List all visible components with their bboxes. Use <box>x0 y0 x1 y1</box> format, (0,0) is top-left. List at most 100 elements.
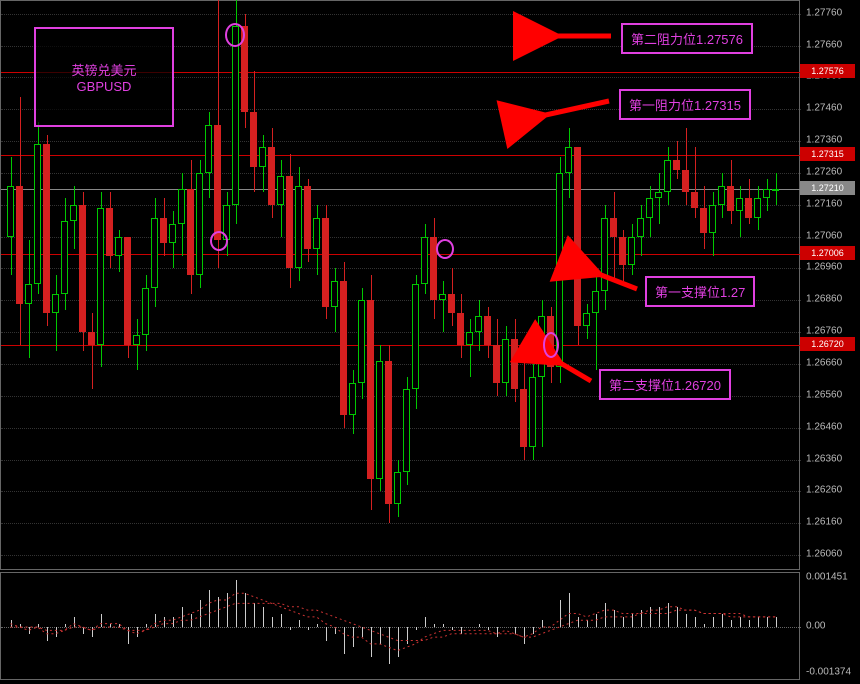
yaxis-tick-label: 1.26560 <box>806 389 842 400</box>
candle <box>70 205 77 221</box>
candle <box>718 186 725 205</box>
candle <box>349 383 356 415</box>
macd-yaxis-label: -0.001374 <box>806 667 851 678</box>
yaxis-tick-label: 1.26660 <box>806 358 842 369</box>
candle <box>511 339 518 390</box>
price-line-tag: 1.26720 <box>800 337 855 351</box>
resistance-support-line <box>1 345 801 346</box>
candle <box>79 205 86 332</box>
candle <box>691 192 698 208</box>
current-price-tag: 1.27210 <box>800 181 855 195</box>
candle <box>259 147 266 166</box>
candle <box>142 288 149 336</box>
candle <box>385 361 392 504</box>
candle <box>205 125 212 173</box>
candle <box>268 147 275 204</box>
candle <box>763 189 770 199</box>
candle <box>178 189 185 224</box>
candle <box>673 160 680 170</box>
resistance-support-line <box>1 155 801 156</box>
candle <box>700 208 707 233</box>
yaxis-tick-label: 1.26760 <box>806 326 842 337</box>
price-panel[interactable]: 英镑兑美元GBPUSD 第二阻力位1.27576 第一阻力位1.27315 第一支撑位… <box>0 0 800 570</box>
candle <box>97 208 104 345</box>
yaxis-tick-label: 1.27060 <box>806 230 842 241</box>
candle <box>43 144 50 313</box>
candle <box>331 281 338 306</box>
candle <box>124 237 131 345</box>
candle <box>169 224 176 243</box>
macd-yaxis: 0.001451 0.00 -0.001374 <box>800 572 860 680</box>
macd-yaxis-label: 0.001451 <box>806 572 848 583</box>
candle <box>196 173 203 275</box>
pair-title-en: GBPUSD <box>46 79 162 94</box>
highlight-circle-icon <box>436 239 454 259</box>
highlight-circle-icon <box>543 332 559 358</box>
yaxis-tick-label: 1.26060 <box>806 549 842 560</box>
macd-panel[interactable] <box>0 572 800 680</box>
candle <box>484 316 491 345</box>
level-annotation: 第一支撑位1.27 <box>645 276 755 307</box>
candle <box>160 218 167 243</box>
yaxis-tick-label: 1.26260 <box>806 485 842 496</box>
candle <box>493 345 500 383</box>
candle <box>16 186 23 304</box>
candle <box>457 313 464 345</box>
candle <box>151 218 158 288</box>
candle <box>727 186 734 211</box>
candle <box>340 281 347 415</box>
yaxis-tick-label: 1.27360 <box>806 135 842 146</box>
candle <box>313 218 320 250</box>
candle <box>277 176 284 205</box>
candle <box>34 144 41 284</box>
yaxis-tick-label: 1.26860 <box>806 294 842 305</box>
candle <box>25 284 32 303</box>
level-annotation: 第二阻力位1.27576 <box>621 23 753 54</box>
candle <box>610 218 617 237</box>
candle <box>439 294 446 300</box>
pair-title-cn: 英镑兑美元 <box>46 60 162 79</box>
forex-chart: 英镑兑美元GBPUSD 第二阻力位1.27576 第一阻力位1.27315 第一支撑位… <box>0 0 860 684</box>
candle <box>565 147 572 172</box>
price-yaxis: 1.260601.261601.262601.263601.264601.265… <box>800 0 860 570</box>
candle <box>466 332 473 345</box>
candle <box>736 198 743 211</box>
candle <box>655 192 662 198</box>
candle <box>367 300 374 478</box>
candle <box>52 294 59 313</box>
candle <box>475 316 482 332</box>
level-annotation: 第一阻力位1.27315 <box>619 89 751 120</box>
price-line-tag: 1.27315 <box>800 147 855 161</box>
candle <box>106 208 113 256</box>
candle <box>61 221 68 294</box>
candle <box>664 160 671 192</box>
yaxis-tick-label: 1.27260 <box>806 166 842 177</box>
candle <box>115 237 122 256</box>
macd-signal-line <box>11 593 776 650</box>
price-line-tag: 1.27006 <box>800 246 855 260</box>
candle <box>520 389 527 446</box>
candle <box>448 294 455 313</box>
candle <box>304 186 311 250</box>
candle <box>322 218 329 307</box>
yaxis-tick-label: 1.26460 <box>806 421 842 432</box>
macd-yaxis-label: 0.00 <box>806 621 825 632</box>
candle <box>646 198 653 217</box>
candle <box>394 472 401 504</box>
candle <box>214 125 221 240</box>
yaxis-tick-label: 1.27660 <box>806 39 842 50</box>
yaxis-tick-label: 1.27460 <box>806 103 842 114</box>
candle <box>601 218 608 291</box>
candle <box>628 237 635 266</box>
candle <box>88 332 95 345</box>
candle <box>358 300 365 383</box>
yaxis-tick-label: 1.26960 <box>806 262 842 273</box>
candle <box>421 237 428 285</box>
candle <box>529 377 536 447</box>
yaxis-tick-label: 1.27160 <box>806 198 842 209</box>
candle <box>772 189 779 191</box>
candle <box>295 186 302 269</box>
level-annotation: 第二支撑位1.26720 <box>599 369 731 400</box>
candle <box>502 339 509 384</box>
candle <box>709 205 716 234</box>
